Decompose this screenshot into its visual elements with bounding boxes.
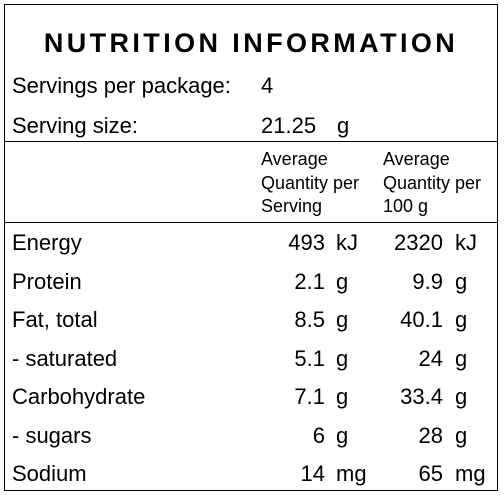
nutrient-name: Carbohydrate	[12, 384, 146, 409]
serving-size-label: Serving size:	[12, 113, 138, 138]
serving-size-value: 21.25	[261, 113, 317, 138]
nutrient-row-saturated: - saturated 5.1 g 24 g	[5, 341, 497, 377]
nutrient-row-energy: Energy 493 kJ 2320 kJ	[5, 225, 497, 261]
nutrient-name: Energy	[12, 230, 82, 255]
per-100g-value: 33.4	[400, 384, 443, 409]
per-100g-unit: g	[455, 346, 468, 371]
per-100g-value: 9.9	[412, 269, 443, 294]
per-100g-value: 24	[418, 346, 443, 371]
nutrient-row-sodium: Sodium 14 mg 65 mg	[5, 456, 497, 492]
nutrient-name: - saturated	[12, 346, 118, 371]
nutrient-name: Sodium	[12, 461, 87, 486]
serving-value: 5.1	[294, 346, 325, 371]
per-100g-value: 65	[418, 461, 443, 486]
nutrient-name: Fat, total	[12, 307, 98, 332]
per-100g-value: 40.1	[400, 307, 443, 332]
serving-value: 7.1	[294, 384, 325, 409]
nutrient-row-sugars: - sugars 6 g 28 g	[5, 418, 497, 454]
per-100g-unit: mg	[455, 461, 486, 486]
per-100g-unit: g	[455, 423, 468, 448]
serving-value: 493	[288, 230, 325, 255]
per-100g-value: 28	[418, 423, 443, 448]
serving-unit: kJ	[336, 230, 358, 255]
per-100g-unit: g	[455, 384, 468, 409]
serving-unit: g	[336, 269, 349, 294]
per-100g-unit: g	[455, 269, 468, 294]
nutrient-row-protein: Protein 2.1 g 9.9 g	[5, 264, 497, 300]
serving-unit: g	[336, 384, 349, 409]
serving-value: 8.5	[294, 307, 325, 332]
nutrient-row-fat-total: Fat, total 8.5 g 40.1 g	[5, 302, 497, 338]
column-header-line: Average	[261, 149, 328, 169]
header-divider	[5, 141, 497, 142]
serving-value: 14	[300, 461, 325, 486]
column-header-line: Average	[383, 149, 450, 169]
panel-title: NUTRITION INFORMATION	[43, 28, 459, 58]
per-100g-unit: g	[455, 307, 468, 332]
serving-value: 2.1	[294, 269, 325, 294]
nutrient-name: Protein	[12, 269, 82, 294]
column-header-per-100g: Average Quantity per 100 g	[383, 148, 481, 219]
column-header-line: Serving	[261, 196, 323, 216]
serving-unit: mg	[336, 461, 367, 486]
serving-value: 6	[312, 423, 325, 448]
servings-per-package-label: Servings per package:	[12, 73, 231, 98]
servings-per-package-value: 4	[261, 73, 274, 98]
table-divider	[5, 222, 497, 223]
per-100g-unit: kJ	[455, 230, 477, 255]
nutrient-name: - sugars	[12, 423, 92, 448]
serving-size-unit: g	[337, 113, 350, 138]
per-100g-value: 2320	[394, 230, 443, 255]
serving-unit: g	[336, 346, 349, 371]
nutrient-row-carbohydrate: Carbohydrate 7.1 g 33.4 g	[5, 379, 497, 415]
serving-unit: g	[336, 307, 349, 332]
column-header-line: Quantity per	[261, 172, 360, 193]
column-header-line: 100 g	[383, 196, 429, 216]
column-header-per-serving: Average Quantity per Serving	[261, 148, 359, 219]
nutrition-panel: NUTRITION INFORMATION Servings per packa…	[4, 4, 498, 491]
serving-unit: g	[336, 423, 349, 448]
column-header-line: Quantity per	[383, 172, 482, 193]
